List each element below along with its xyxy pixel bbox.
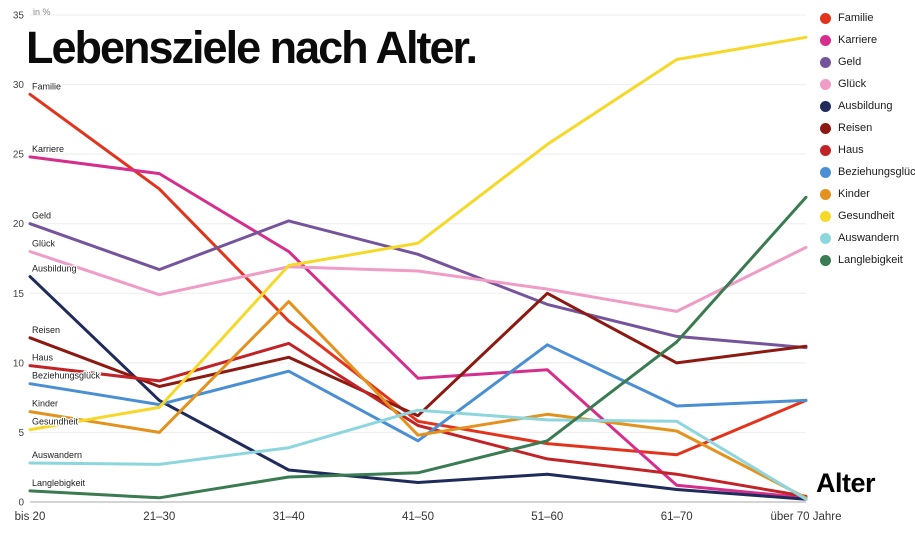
legend-label-gluck: Glück — [838, 78, 867, 90]
legend-swatch-haus — [820, 144, 831, 156]
legend-item-karriere: Karriere — [820, 34, 915, 46]
series-start-label-haus: Haus — [32, 353, 54, 363]
series-start-label-familie: Familie — [32, 81, 61, 91]
x-tick-label-bis-20: bis 20 — [15, 511, 46, 523]
legend-item-beziehungsgluck: Beziehungsglück — [820, 166, 915, 178]
legend-swatch-kinder — [820, 188, 831, 200]
y-tick-label-30: 30 — [13, 80, 25, 91]
legend-label-karriere: Karriere — [838, 34, 878, 46]
series-line-kinder — [28, 300, 808, 500]
legend-item-reisen: Reisen — [820, 122, 915, 134]
x-tick-label-21-30: 21–30 — [143, 511, 175, 523]
series-start-label-kinder: Kinder — [32, 399, 58, 409]
series-start-label-langlebigkeit: Langlebigkeit — [32, 478, 86, 488]
chart-title: Lebensziele nach Alter. — [26, 22, 478, 73]
legend-swatch-auswandern — [820, 232, 831, 244]
series-start-label-gluck: Glück — [32, 239, 56, 249]
series-line-karriere — [28, 155, 808, 500]
series-line-haus — [28, 341, 808, 498]
y-tick-label-35: 35 — [13, 11, 25, 22]
y-tick-label-0: 0 — [18, 498, 24, 509]
y-tick-label-10: 10 — [13, 358, 25, 369]
legend-swatch-familie — [820, 12, 831, 24]
legend-swatch-gluck — [820, 78, 831, 90]
legend-label-geld: Geld — [838, 56, 862, 68]
series-start-label-ausbildung: Ausbildung — [32, 264, 77, 274]
series-line-geld — [28, 219, 808, 350]
legend-item-ausbildung: Ausbildung — [820, 100, 915, 112]
legend-item-gluck: Glück — [820, 78, 915, 90]
series-line-reisen — [28, 291, 808, 418]
legend-swatch-beziehungsgluck — [820, 166, 831, 178]
y-tick-label-15: 15 — [13, 289, 25, 300]
legend-label-haus: Haus — [838, 144, 864, 156]
series-line-beziehungsgluck — [28, 343, 808, 443]
x-tick-label-41-50: 41–50 — [402, 511, 434, 523]
x-tick-label-uber-70-jahre: über 70 Jahre — [771, 511, 842, 523]
x-axis-label: Alter — [816, 468, 876, 498]
legend-label-gesundheit: Gesundheit — [838, 210, 895, 222]
series-line-ausbildung — [28, 275, 808, 501]
series-start-label-auswandern: Auswandern — [32, 450, 82, 460]
y-axis-unit-label: in % — [33, 7, 51, 17]
legend-swatch-reisen — [820, 122, 831, 134]
series-start-label-geld: Geld — [32, 211, 51, 221]
series-start-label-reisen: Reisen — [32, 325, 60, 335]
y-tick-label-5: 5 — [18, 428, 24, 439]
x-tick-label-51-60: 51–60 — [531, 511, 563, 523]
series-start-label-gesundheit: Gesundheit — [32, 417, 79, 427]
legend-item-kinder: Kinder — [820, 188, 915, 200]
legend-label-langlebigkeit: Langlebigkeit — [838, 254, 903, 266]
legend-label-familie: Familie — [838, 12, 874, 24]
series-line-gluck — [28, 245, 808, 313]
legend-swatch-karriere — [820, 34, 831, 46]
legend-swatch-langlebigkeit — [820, 254, 831, 266]
legend-label-reisen: Reisen — [838, 122, 873, 134]
y-tick-label-25: 25 — [13, 150, 25, 161]
series-line-familie — [28, 92, 808, 457]
y-tick-label-20: 20 — [13, 219, 25, 230]
legend-swatch-gesundheit — [820, 210, 831, 222]
legend-item-haus: Haus — [820, 144, 915, 156]
legend-label-ausbildung: Ausbildung — [838, 100, 893, 112]
series-line-gesundheit — [28, 35, 808, 432]
legend-item-langlebigkeit: Langlebigkeit — [820, 254, 915, 266]
legend-swatch-geld — [820, 56, 831, 68]
series-line-langlebigkeit — [28, 195, 808, 500]
legend-label-auswandern: Auswandern — [838, 232, 900, 244]
x-tick-label-61-70: 61–70 — [661, 511, 693, 523]
legend-label-beziehungsgluck: Beziehungsglück — [838, 166, 915, 178]
series-start-label-karriere: Karriere — [32, 144, 64, 154]
x-tick-label-31-40: 31–40 — [273, 511, 305, 523]
legend-item-gesundheit: Gesundheit — [820, 210, 915, 222]
legend-label-kinder: Kinder — [838, 188, 870, 200]
legend-item-familie: Familie — [820, 12, 915, 24]
legend-item-auswandern: Auswandern — [820, 232, 915, 244]
legend-item-geld: Geld — [820, 56, 915, 68]
series-line-auswandern — [28, 408, 808, 501]
legend: Familie Karriere Geld Glück Ausbildung Reisen… — [820, 12, 915, 266]
series-start-label-beziehungsgluck: Beziehungsglück — [32, 371, 101, 381]
legend-swatch-ausbildung — [820, 100, 831, 112]
